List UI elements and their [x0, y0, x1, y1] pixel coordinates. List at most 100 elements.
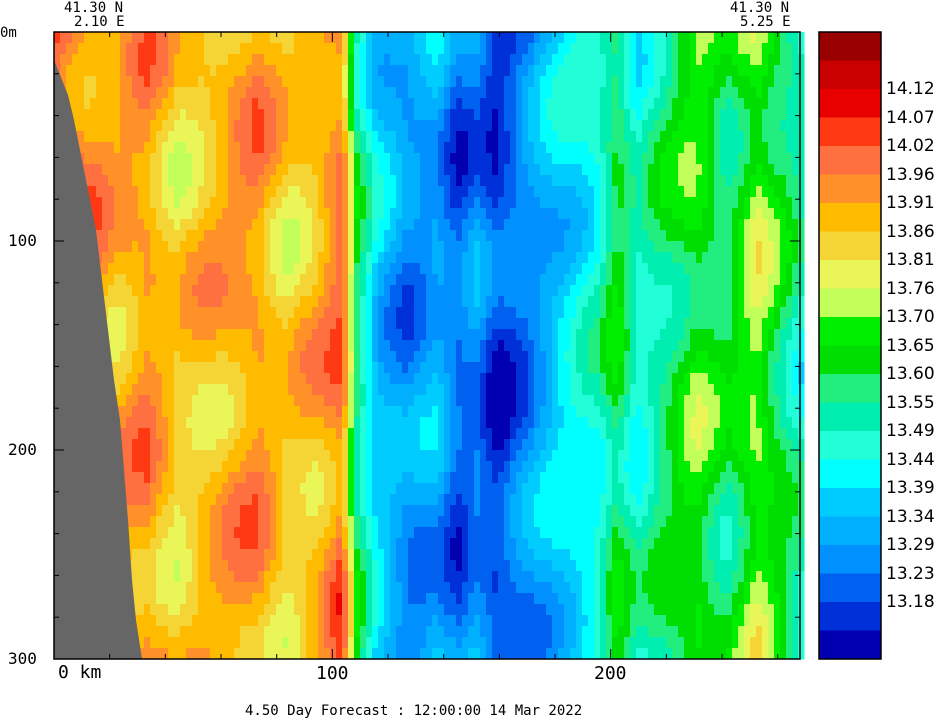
field-cell — [762, 428, 769, 440]
field-cell — [366, 395, 373, 407]
field-cell — [612, 219, 619, 231]
field-cell — [408, 439, 415, 451]
field-cell — [222, 109, 229, 121]
field-cell — [726, 307, 733, 319]
field-cell — [240, 406, 247, 418]
field-cell — [576, 450, 583, 462]
field-cell — [312, 461, 319, 473]
field-cell — [372, 450, 379, 462]
field-cell — [138, 395, 145, 407]
field-cell — [378, 153, 385, 165]
field-cell — [462, 208, 469, 220]
field-cell — [792, 208, 799, 220]
field-cell — [162, 461, 169, 473]
field-cell — [780, 230, 787, 242]
field-cell — [132, 153, 139, 165]
field-cell — [336, 241, 343, 253]
field-cell — [672, 164, 679, 176]
field-cell — [588, 241, 595, 253]
field-cell — [630, 65, 637, 77]
field-cell — [558, 307, 565, 319]
field-cell — [144, 318, 151, 330]
field-cell — [654, 461, 661, 473]
field-cell — [522, 362, 529, 374]
field-cell — [168, 32, 175, 44]
field-cell — [324, 384, 331, 396]
field-cell — [348, 87, 355, 99]
field-cell — [132, 98, 139, 110]
field-cell — [594, 76, 601, 88]
field-cell — [516, 296, 523, 308]
field-cell — [600, 296, 607, 308]
field-cell — [756, 252, 763, 264]
field-cell — [534, 428, 541, 440]
field-cell — [186, 384, 193, 396]
field-cell — [624, 131, 631, 143]
field-cell — [636, 219, 643, 231]
field-cell — [594, 450, 601, 462]
field-cell — [600, 43, 607, 55]
field-cell — [504, 439, 511, 451]
field-cell — [702, 439, 709, 451]
field-cell — [654, 329, 661, 341]
field-cell — [714, 43, 721, 55]
field-cell — [222, 175, 229, 187]
field-cell — [156, 131, 163, 143]
field-cell — [786, 439, 793, 451]
field-cell — [558, 428, 565, 440]
field-cell — [654, 76, 661, 88]
field-cell — [564, 428, 571, 440]
field-cell — [396, 131, 403, 143]
field-cell — [288, 164, 295, 176]
field-cell — [228, 450, 235, 462]
field-cell — [684, 373, 691, 385]
field-cell — [276, 329, 283, 341]
field-cell — [528, 461, 535, 473]
field-cell — [762, 175, 769, 187]
field-cell — [120, 175, 127, 187]
field-cell — [672, 285, 679, 297]
field-cell — [666, 362, 673, 374]
field-cell — [444, 109, 451, 121]
field-cell — [624, 197, 631, 209]
field-cell — [366, 417, 373, 429]
field-cell — [258, 43, 265, 55]
field-cell — [522, 87, 529, 99]
field-cell — [354, 76, 361, 88]
field-cell — [624, 450, 631, 462]
field-cell — [354, 120, 361, 132]
field-cell — [420, 318, 427, 330]
field-cell — [606, 98, 613, 110]
field-cell — [720, 219, 727, 231]
field-cell — [330, 54, 337, 66]
field-cell — [312, 274, 319, 286]
field-cell — [336, 318, 343, 330]
field-cell — [150, 340, 157, 352]
field-cell — [714, 131, 721, 143]
field-cell — [276, 417, 283, 429]
field-cell — [126, 43, 133, 55]
field-cell — [438, 340, 445, 352]
field-cell — [474, 197, 481, 209]
field-cell — [720, 428, 727, 440]
field-cell — [444, 164, 451, 176]
field-cell — [498, 461, 505, 473]
field-cell — [162, 351, 169, 363]
field-cell — [294, 373, 301, 385]
field-cell — [120, 274, 127, 286]
field-cell — [606, 153, 613, 165]
field-cell — [312, 230, 319, 242]
field-cell — [240, 142, 247, 154]
field-cell — [402, 109, 409, 121]
field-cell — [462, 296, 469, 308]
field-cell — [702, 373, 709, 385]
field-cell — [144, 219, 151, 231]
field-cell — [78, 65, 85, 77]
field-cell — [270, 362, 277, 374]
field-cell — [186, 175, 193, 187]
field-cell — [660, 131, 667, 143]
field-cell — [126, 32, 133, 44]
field-cell — [678, 219, 685, 231]
field-cell — [636, 406, 643, 418]
field-cell — [204, 76, 211, 88]
